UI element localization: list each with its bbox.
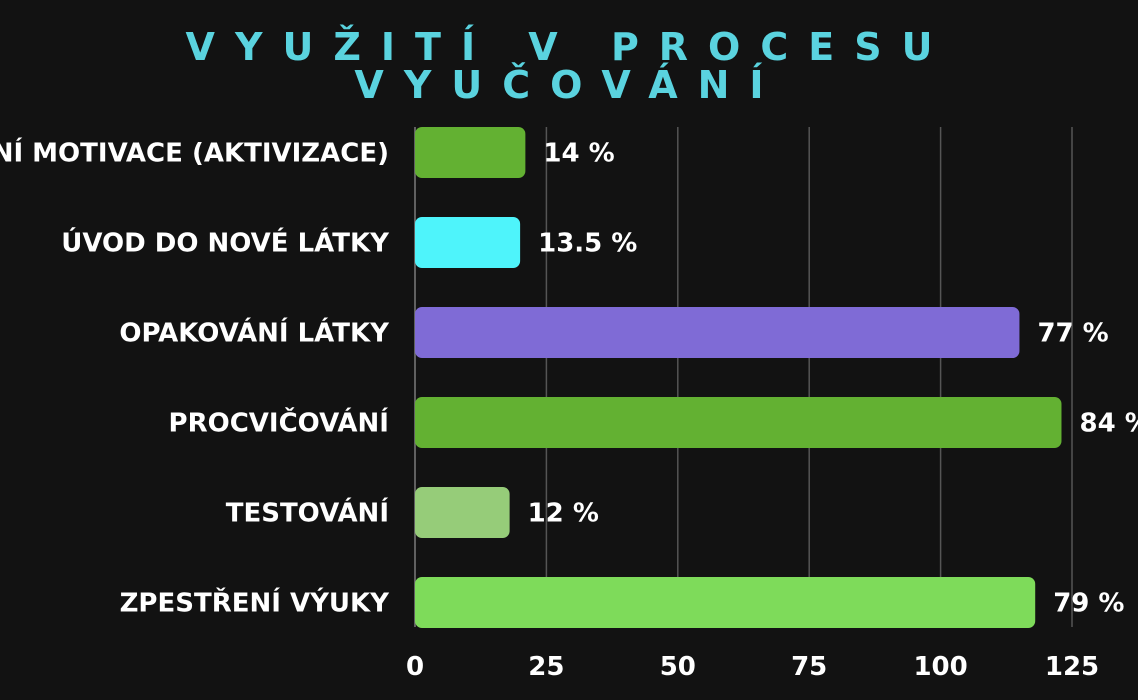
category-label: PROCVIČOVÁNÍ xyxy=(169,407,389,439)
category-label: ÚVODNÍ MOTIVACE (AKTIVIZACE) xyxy=(0,137,389,169)
value-labels: 14 % 13.5 % 77 % 84 % 12 % 79 % xyxy=(528,139,1138,619)
x-tick-label: 50 xyxy=(660,652,696,682)
category-label: TESTOVÁNÍ xyxy=(226,497,389,529)
bar xyxy=(415,397,1062,448)
x-tick-label: 25 xyxy=(528,652,564,682)
x-tick-label: 125 xyxy=(1045,652,1099,682)
category-label: ZPESTŘENÍ VÝUKY xyxy=(120,587,391,619)
category-labels: ÚVODNÍ MOTIVACE (AKTIVIZACE) ÚVOD DO NOVÉ… xyxy=(0,137,390,619)
value-label: 77 % xyxy=(1037,319,1108,349)
value-label: 14 % xyxy=(543,139,614,169)
value-label: 12 % xyxy=(528,499,599,529)
category-label: ÚVOD DO NOVÉ LÁTKY xyxy=(61,227,390,259)
bars xyxy=(415,127,1062,628)
x-tick-label: 75 xyxy=(791,652,827,682)
chart-title: VYUŽITÍ V PROCESU VYUČOVÁNÍ xyxy=(185,25,953,107)
bar xyxy=(415,307,1020,358)
x-tick-label: 100 xyxy=(913,652,967,682)
value-label: 13.5 % xyxy=(538,229,637,259)
gridlines xyxy=(414,127,1073,627)
bar xyxy=(415,577,1036,628)
x-tick-label: 0 xyxy=(406,652,424,682)
bar xyxy=(415,127,526,178)
bar xyxy=(415,487,510,538)
value-label: 79 % xyxy=(1053,589,1124,619)
value-label: 84 % xyxy=(1079,409,1138,439)
bar xyxy=(415,217,521,268)
x-axis-ticks: 0 25 50 75 100 125 xyxy=(406,652,1099,682)
category-label: OPAKOVÁNÍ LÁTKY xyxy=(119,317,390,349)
